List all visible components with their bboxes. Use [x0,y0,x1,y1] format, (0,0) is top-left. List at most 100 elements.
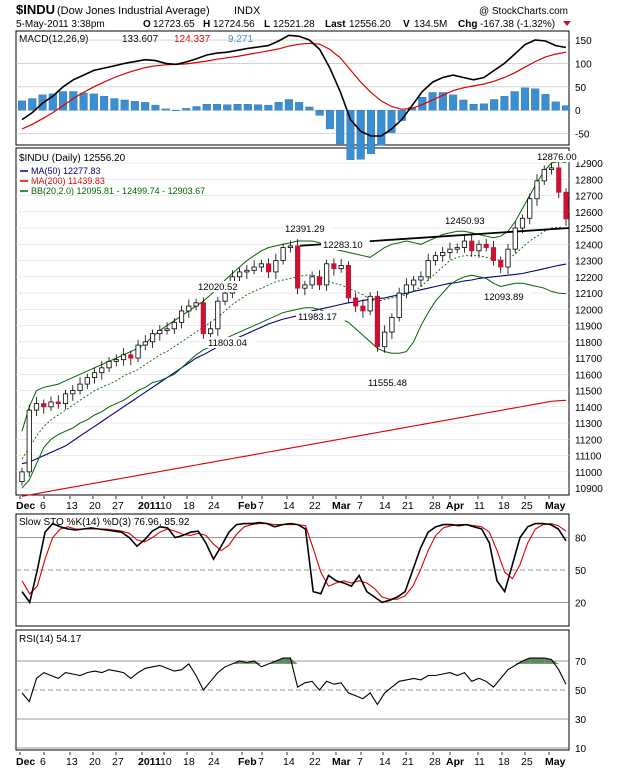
macd-histogram-bar [223,104,232,111]
price-x-label: 22 [309,500,321,512]
volume-value: 134.5M [414,19,447,30]
price-annotation: 11555.48 [368,378,407,389]
macd-histogram-bar [182,108,191,111]
candle-body [200,302,206,335]
candle-body [186,305,192,312]
rsi-overbought-fill [536,658,545,664]
macd-histogram-bar [213,103,222,111]
price-x-label: Dec [16,500,35,512]
ma200-line [21,399,567,497]
candle-body [222,292,228,302]
candle-body [48,401,54,408]
stochastic-tick-label: 50 [575,566,587,577]
rsi-tick-label: 10 [575,744,587,755]
rsi-x-label: 21 [402,756,414,768]
rsi-overbought-fill [275,658,284,664]
candle-body [338,265,344,270]
macd-hist-value: 9.271 [228,34,253,45]
rsi-x-label: 22 [309,756,321,768]
price-tick-label: 11600 [575,370,603,381]
rsi-x-label: Apr [446,756,464,768]
macd-histogram-bar [377,110,386,146]
candle-body [490,247,497,261]
stochastic-tick-label: 20 [575,598,587,609]
candle-body [266,263,272,273]
macd-histogram-bar [531,88,540,111]
macd-histogram-bar [161,108,170,111]
rsi-x-label: 25 [521,756,533,768]
candle-body [62,393,69,404]
macd-histogram-bar [110,98,119,111]
macd-histogram-bar [449,94,458,111]
rsi-x-label: Mar [332,756,351,768]
candle-body [171,321,177,330]
candle-body [534,180,540,200]
candle-body [360,305,366,312]
rsi-overbought-fill [283,658,291,664]
macd-histogram-bar [264,104,273,111]
macd-line [21,34,567,137]
macd-histogram-bar [551,101,560,111]
price-annotation-bg [283,223,332,234]
price-tick-label: 12200 [575,273,603,284]
high-label: H [203,19,210,30]
macd-tick-label: 150 [575,36,592,47]
price-x-label: 20 [89,500,101,512]
price-tick-label: 12000 [575,305,603,316]
macd-histogram-bar [202,103,211,111]
price-annotation: 12283.10 [323,240,363,251]
macd-histogram-bar [562,105,570,111]
candle-body [128,354,134,359]
rsi-x-label: 2011 [138,756,161,768]
rsi-overbought-fill [254,661,262,664]
candle-body [396,292,402,318]
price-x-label: 18 [183,500,195,512]
rsi-x-label: 14 [283,756,295,768]
macd-histogram-bar [346,110,355,161]
down-arrow-icon [563,21,571,26]
macd-histogram-bar [130,101,139,111]
macd-tick-label: 50 [575,83,587,94]
price-annotation-bg [366,377,415,388]
candle-body [287,245,293,248]
candle-body [178,310,185,323]
macd-histogram-bar [459,99,468,111]
price-tick-label: 11000 [575,468,603,479]
candle-body [19,471,25,483]
bollinger-lower-line [21,274,567,489]
candle-body [164,328,170,331]
macd-histogram-bar [490,99,499,111]
price-x-label: Apr [446,500,464,512]
candle-body [519,217,526,229]
candle-body [120,354,127,361]
macd-histogram-bar [438,92,447,111]
rsi-line [21,657,567,706]
macd-histogram-bar [295,102,304,111]
rsi-x-label: 14 [379,756,391,768]
rsi-x-label: Feb [238,756,257,768]
macd-histogram-bar [305,106,314,111]
candle-body [454,247,460,250]
macd-panel: MACD(12,26,9) 133.607 124.337 9.271 [15,30,570,146]
macd-histogram-bar [243,103,252,111]
stochastic-title: Slow STO %K(14) %D(3) 76.96, 85.92 [19,517,190,528]
price-tick-label: 12500 [575,224,603,235]
price-annotation-bg [482,291,531,302]
price-x-label: 27 [112,500,124,512]
macd-tick-label: 0 [575,106,581,117]
candle-body [302,284,308,289]
price-tick-label: 12800 [575,175,603,186]
candle-body [244,269,250,273]
candle-body [157,330,163,335]
rsi-x-label: 11 [474,756,485,768]
last-label: Last [325,19,346,30]
macd-signal-value: 124.337 [174,34,211,45]
candle-body [563,191,569,220]
price-annotation: 12020.52 [198,282,238,293]
candle-body [461,240,468,248]
macd-histogram-bar [325,110,334,130]
candle-body [258,263,264,268]
low-label: L [264,19,270,30]
date-label: 5-May-2011 3:38pm [16,19,105,30]
